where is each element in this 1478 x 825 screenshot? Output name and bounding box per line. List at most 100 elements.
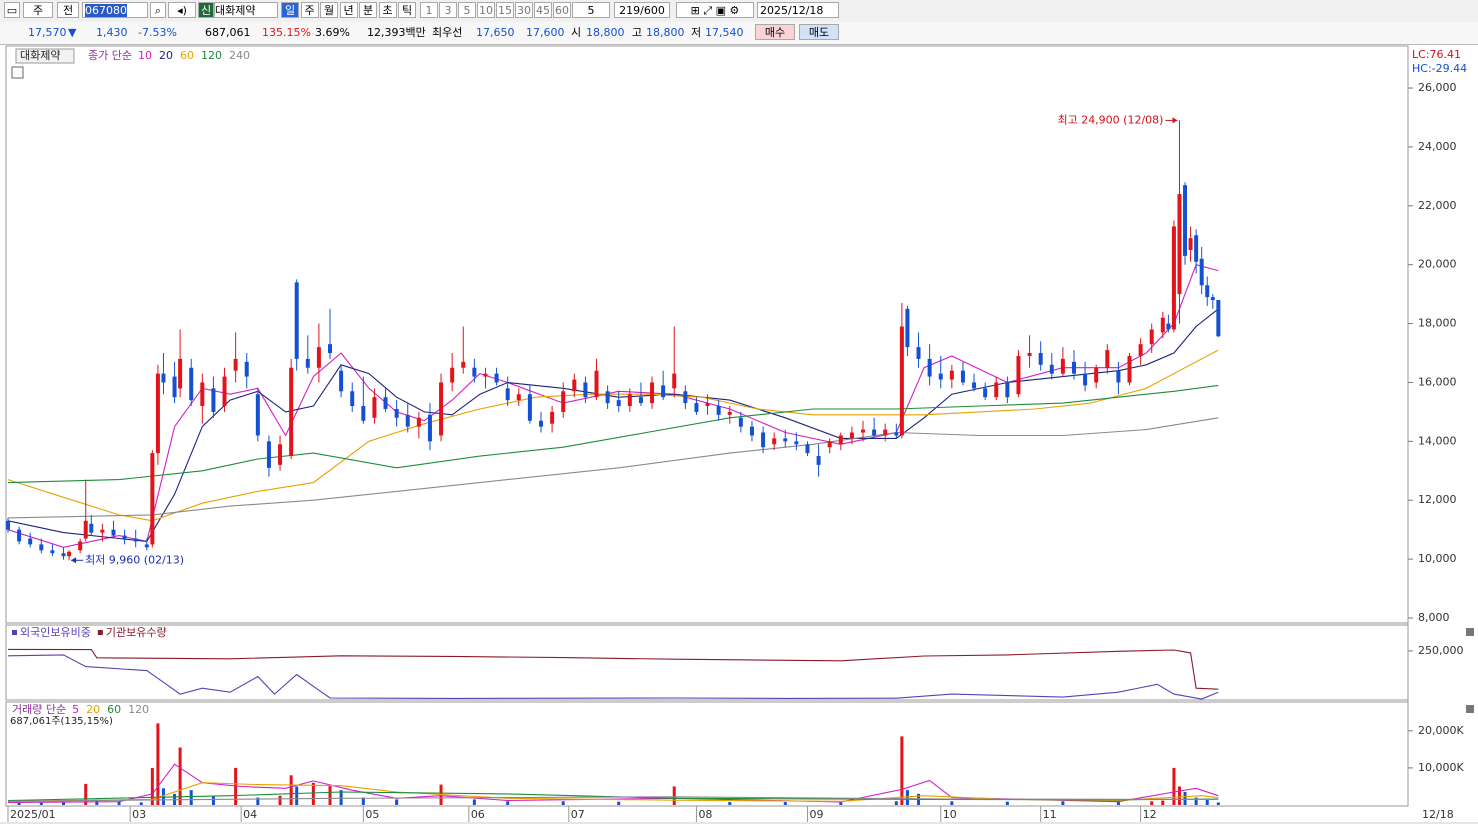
market-select[interactable]: 주 <box>23 2 53 18</box>
x-tick-label: 10 <box>943 808 957 821</box>
volume-bar <box>1183 792 1187 805</box>
period-button[interactable]: 월 <box>320 2 338 18</box>
minute-button[interactable]: 5 <box>458 2 476 18</box>
period-button[interactable]: 초 <box>378 2 397 18</box>
minute-button[interactable]: 30 <box>515 2 533 18</box>
stock-name[interactable]: 대화제약 <box>214 2 278 18</box>
candle-body <box>1160 317 1165 333</box>
step-select[interactable]: 5 <box>572 2 610 18</box>
legend-item: 240 <box>229 49 250 62</box>
volume-bar <box>905 790 909 805</box>
sell-button[interactable]: 매도 <box>799 24 839 40</box>
volume-bar <box>189 790 193 805</box>
grid-icon[interactable] <box>11 66 24 79</box>
candle-body <box>255 394 260 436</box>
candle-body <box>694 403 699 412</box>
candle-body <box>1188 238 1193 250</box>
period-button[interactable]: 주 <box>300 2 319 18</box>
candle-body <box>161 373 166 383</box>
candle-body <box>5 520 10 530</box>
candle-body <box>1083 373 1088 386</box>
volume-bar <box>472 799 476 805</box>
high-label: 고 <box>632 26 643 39</box>
date-input[interactable]: 2025/12/18 <box>757 2 839 18</box>
arrow-head <box>1172 117 1178 124</box>
minute-button[interactable]: 1 <box>420 2 438 18</box>
volume-bar <box>950 801 954 805</box>
bid: 17,600 <box>526 26 565 39</box>
legend-label: 종가 단순 <box>88 49 132 62</box>
low-label: 저 <box>691 26 702 39</box>
rate: -7.53% <box>138 26 177 39</box>
candle-body <box>861 429 866 433</box>
sound-button[interactable]: ◂) <box>168 2 196 18</box>
volume-bar <box>289 775 293 805</box>
ask: 17,650 <box>476 26 515 39</box>
candle-body <box>972 382 977 389</box>
volume-bar <box>278 795 282 805</box>
new-button[interactable]: 신 <box>198 2 214 18</box>
candle-body <box>122 535 127 539</box>
volume-bar <box>1005 801 1009 805</box>
period-button[interactable]: 일 <box>281 2 299 18</box>
count[interactable]: 219/600 <box>614 2 670 18</box>
candle-body <box>627 394 632 407</box>
candle-body <box>583 382 588 398</box>
volume-bar <box>117 802 121 805</box>
scope-button[interactable]: 전 <box>57 2 79 18</box>
high: 18,800 <box>646 26 685 39</box>
title-box <box>15 48 75 64</box>
ma-line <box>7 417 1219 519</box>
legend-label: 거래량 단순 <box>12 703 66 716</box>
chart-title: 대화제약 <box>20 48 60 62</box>
candle-body <box>550 411 555 424</box>
search-button[interactable]: ⌕ <box>150 2 166 18</box>
panel-button[interactable] <box>1466 628 1474 636</box>
period-button[interactable]: 년 <box>339 2 358 18</box>
candle-body <box>605 391 610 404</box>
volume-bar <box>900 736 904 805</box>
buy-button[interactable]: 매수 <box>755 24 795 40</box>
candle-body <box>1194 235 1199 262</box>
tool-icons[interactable]: ⊞ ⤢ ▣ ⚙ <box>676 2 754 18</box>
panel-button[interactable] <box>1466 705 1474 713</box>
volume-panel <box>5 701 1409 807</box>
minute-button[interactable]: 10 <box>477 2 495 18</box>
candle-body <box>716 406 721 415</box>
candle-body <box>1105 350 1110 368</box>
y-tick-label: 8,000 <box>1418 611 1450 624</box>
legend-item: 20 <box>86 703 100 716</box>
candle-body <box>278 444 283 465</box>
candle-body <box>883 429 888 436</box>
y-tick-label: 10,000K <box>1418 761 1464 774</box>
minute-button[interactable]: 45 <box>534 2 552 18</box>
candle-body <box>328 344 333 354</box>
x-tick-label: 03 <box>132 808 146 821</box>
candle-body <box>172 376 177 398</box>
candle-body <box>78 541 83 551</box>
code-input[interactable]: 067080 <box>82 2 148 18</box>
minute-button[interactable]: 60 <box>553 2 571 18</box>
volume-bar <box>361 797 365 805</box>
volume-bar <box>672 786 676 805</box>
candle-body <box>394 408 399 418</box>
candle-body <box>816 456 821 465</box>
volume-bar <box>617 801 621 805</box>
candle-body <box>516 394 521 401</box>
volume-bar <box>328 784 332 805</box>
candle-body <box>200 382 205 407</box>
candle-body <box>133 538 138 542</box>
minute-button[interactable]: 15 <box>496 2 514 18</box>
candle-body <box>1071 361 1076 374</box>
legend-item: 외국인보유비중 <box>20 626 91 639</box>
volume-bar <box>1150 801 1154 805</box>
candle-body <box>450 367 455 383</box>
candle-body <box>838 435 843 445</box>
x-tick-label: 04 <box>243 808 257 821</box>
y-tick-label: 26,000 <box>1418 81 1457 94</box>
candle-body <box>572 379 577 392</box>
period-button[interactable]: 틱 <box>398 2 416 18</box>
period-button[interactable]: 분 <box>359 2 377 18</box>
icon[interactable]: ▭ <box>4 2 20 18</box>
minute-button[interactable]: 3 <box>439 2 457 18</box>
